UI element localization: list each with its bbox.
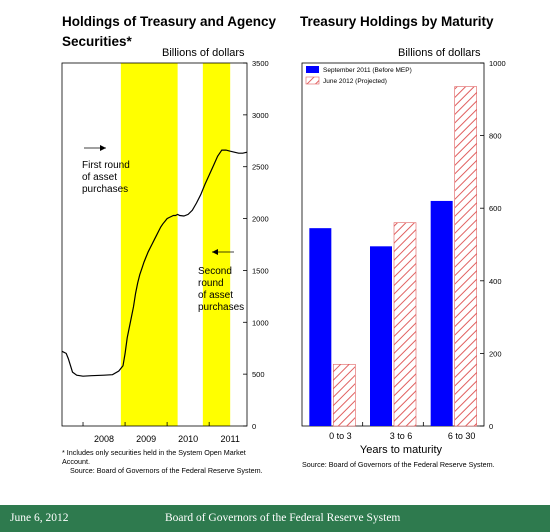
- y-tick-label: 2000: [252, 215, 269, 224]
- x-tick-label: 2009: [136, 434, 156, 444]
- y-tick-label: 2500: [252, 163, 269, 172]
- left-chart-title-line1: Holdings of Treasury and Agency: [62, 14, 277, 29]
- y-tick-label: 800: [489, 132, 502, 141]
- annotation-line: First round: [82, 160, 130, 171]
- annotation-arrowhead-first-round: [100, 145, 106, 151]
- left-chart-footnote-line2: Account.: [62, 457, 90, 466]
- x-tick-label: 0 to 3: [329, 431, 352, 441]
- y-tick-label: 600: [489, 204, 502, 213]
- shaded-period-2: [202, 63, 231, 426]
- bar-june-2012-projected: [454, 86, 477, 427]
- legend-label-september-2011: September 2011 (Before MEP): [323, 67, 412, 74]
- annotation-line: purchases: [82, 184, 128, 195]
- bar-september-2011: [430, 200, 453, 426]
- y-tick-label: 0: [489, 422, 493, 431]
- annotation-first-round: First round of asset purchases: [82, 160, 130, 195]
- x-tick-label: 3 to 6: [390, 431, 413, 441]
- y-tick-label: 400: [489, 277, 502, 286]
- annotation-line: round: [198, 278, 224, 289]
- legend-label-june-2012: June 2012 (Projected): [323, 78, 387, 85]
- left-chart-title-line2: Securities*: [62, 34, 132, 49]
- right-chart-source: Source: Board of Governors of the Federa…: [302, 460, 495, 469]
- annotation-line: Second: [198, 266, 232, 277]
- y-tick-label: 1000: [489, 59, 506, 68]
- left-chart-footnote: * Includes only securities held in the S…: [62, 448, 263, 475]
- right-chart-unit: Billions of dollars: [398, 47, 481, 59]
- annotation-line: purchases: [198, 302, 244, 313]
- left-chart: 0 500 1000 1500 2000 2500 3000 3500 2008 2009 2010…: [61, 59, 269, 444]
- left-plot-frame: [61, 62, 248, 427]
- x-tick-label: 6 to 30: [448, 431, 476, 441]
- y-tick-label: 1000: [252, 318, 269, 327]
- footer-date: June 6, 2012: [10, 512, 69, 524]
- x-axis-label: Years to maturity: [360, 444, 443, 456]
- left-chart-source: Source: Board of Governors of the Federa…: [70, 466, 263, 475]
- bar-september-2011: [309, 228, 332, 426]
- bar-june-2012-projected: [393, 222, 417, 427]
- annotation-arrowhead-second-round: [212, 249, 218, 255]
- annotation-second-round: Second round of asset purchases: [198, 266, 244, 313]
- footer-bar: June 6, 2012 Board of Governors of the F…: [0, 505, 550, 532]
- y-tick-label: 200: [489, 349, 502, 358]
- y-tick-label: 1500: [252, 266, 269, 275]
- right-chart-title: Treasury Holdings by Maturity: [300, 14, 494, 29]
- holdings-line: [61, 149, 248, 377]
- y-tick-label: 500: [252, 370, 265, 379]
- right-plot-frame: [301, 62, 485, 427]
- x-tick-label: 2008: [94, 434, 114, 444]
- bar-september-2011: [370, 246, 392, 426]
- annotation-line: of asset: [198, 290, 233, 301]
- x-tick-label: 2011: [221, 434, 240, 444]
- legend-swatch-september-2011: [306, 66, 319, 73]
- bar-june-2012-projected: [333, 363, 356, 427]
- y-tick-label: 0: [252, 422, 256, 431]
- left-chart-title: Holdings of Treasury and Agency Securiti…: [62, 12, 276, 52]
- y-tick-label: 3000: [252, 111, 269, 120]
- x-tick-label: 2010: [178, 434, 198, 444]
- y-tick-label: 3500: [252, 59, 269, 68]
- legend-swatch-june-2012: [305, 76, 320, 85]
- footer-organization: Board of Governors of the Federal Reserv…: [165, 512, 401, 524]
- right-chart: 0 200 400 600 800 1000 0 to 3 3 to 6 6 to 30 Year…: [301, 59, 506, 456]
- left-chart-unit: Billions of dollars: [162, 47, 245, 59]
- shaded-period-1: [120, 63, 178, 426]
- left-chart-footnote-line1: * Includes only securities held in the S…: [62, 448, 246, 457]
- annotation-line: of asset: [82, 172, 117, 183]
